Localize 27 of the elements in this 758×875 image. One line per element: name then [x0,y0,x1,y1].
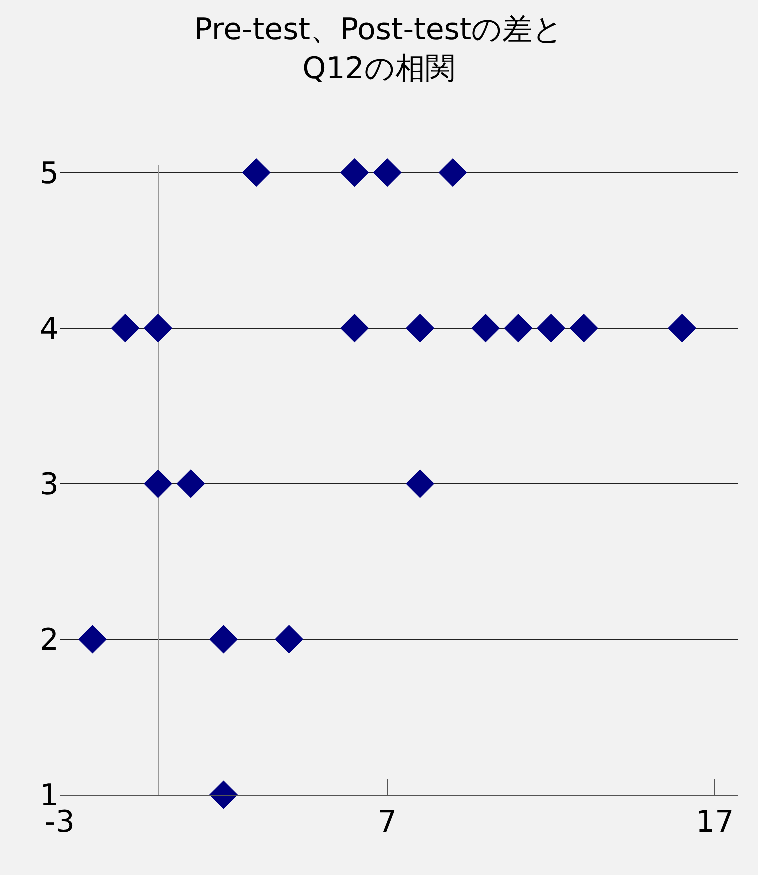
point [144,470,173,498]
point [111,314,140,343]
chart-title: Pre-test、Post-testの差と Q12の相関 [194,12,564,86]
point [570,314,598,343]
point [438,158,468,188]
point [406,314,435,343]
x-tick-label: 7 [378,805,398,840]
y-tick-label: 5 [40,156,59,192]
point [537,314,566,343]
point [373,158,402,188]
point [340,314,370,343]
point [209,780,238,810]
y-tick-label: 2 [40,622,59,658]
point [209,625,238,654]
point [668,314,697,343]
point [144,314,173,343]
y-tick-label: 4 [40,312,59,347]
point [472,314,500,343]
point [274,625,304,654]
y-tick-label: 3 [40,467,59,502]
point [340,158,370,188]
x-tick-label: 17 [696,805,734,840]
point [176,470,206,498]
point [504,314,533,343]
point [78,625,108,654]
point [242,158,271,188]
point [406,470,435,498]
